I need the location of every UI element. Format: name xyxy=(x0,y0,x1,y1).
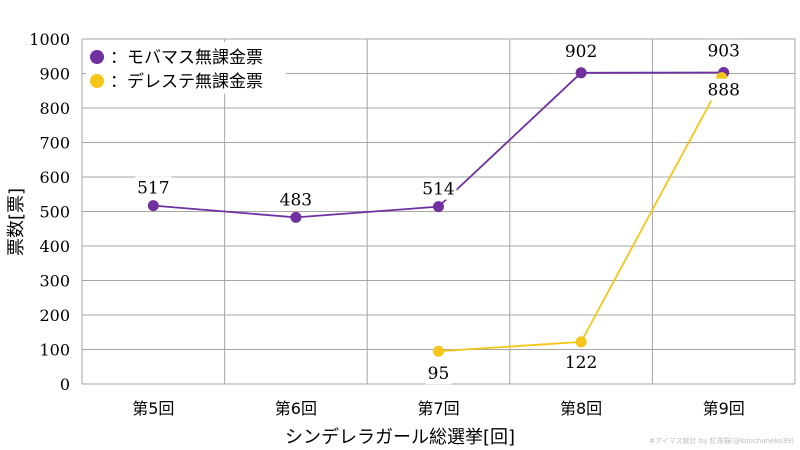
y-tick-label: 600 xyxy=(39,168,70,187)
y-tick-label: 500 xyxy=(39,203,70,222)
data-point xyxy=(575,336,587,348)
y-tick-label: 0 xyxy=(60,375,70,394)
data-label-bg xyxy=(705,39,742,62)
series-2: 95 122 888 xyxy=(425,72,742,385)
data-label: 483 xyxy=(280,190,312,210)
data-label: 888 xyxy=(707,81,739,101)
y-tick-label: 200 xyxy=(39,306,70,325)
y-axis-label: 票数[票] xyxy=(6,188,27,256)
legend: ：モバマス無課金票 ：デレステ無課金票 xyxy=(86,42,286,94)
series-line xyxy=(438,77,725,353)
data-point xyxy=(147,200,159,212)
x-tick-label: 第9回 xyxy=(703,399,745,418)
data-label: 517 xyxy=(137,179,169,199)
data-label-bg xyxy=(563,350,600,373)
series-layer: 517 483 514 902 903 95 122 888 xyxy=(135,39,742,385)
data-label-bg xyxy=(425,362,452,385)
legend-entry: ：モバマス無課金票 xyxy=(110,48,263,68)
x-tick-label: 第8回 xyxy=(560,399,602,418)
y-tick-label: 1000 xyxy=(29,30,70,49)
credit-text: #アイマス統計 by 紅茶猫(@kouchaneko39) xyxy=(649,437,794,445)
x-axis-label: シンデレラガール総選挙[回] xyxy=(285,427,515,448)
legend-entry: ：デレステ無課金票 xyxy=(110,71,263,92)
x-tick-label: 第7回 xyxy=(417,399,459,418)
x-tick-label: 第5回 xyxy=(132,399,174,418)
y-tick-label: 400 xyxy=(39,237,70,256)
y-tick-labels: 0 100 200 300 400 500 600 700 800 900 1000 xyxy=(29,30,70,394)
data-label-bg xyxy=(277,188,314,211)
data-label: 95 xyxy=(428,364,450,384)
legend-marker xyxy=(90,50,104,64)
data-label: 903 xyxy=(707,41,739,61)
y-tick-label: 100 xyxy=(39,341,70,360)
data-label-bg xyxy=(705,78,742,101)
x-tick-labels: 第5回 第6回 第7回 第8回 第9回 xyxy=(132,399,745,418)
legend-background xyxy=(86,42,286,94)
legend-marker xyxy=(90,74,104,88)
data-label: 122 xyxy=(565,353,597,373)
data-label: 902 xyxy=(565,42,597,62)
series-1: 517 483 514 902 903 xyxy=(135,39,742,223)
data-label-bg xyxy=(563,39,600,62)
y-tick-label: 900 xyxy=(39,65,70,84)
data-point xyxy=(575,67,587,79)
y-tick-label: 800 xyxy=(39,99,70,118)
y-tick-label: 300 xyxy=(39,272,70,291)
data-label: 514 xyxy=(422,180,454,200)
data-point xyxy=(433,345,444,357)
data-label-bg xyxy=(420,177,457,200)
x-tick-label: 第6回 xyxy=(275,399,317,418)
data-point xyxy=(433,201,444,213)
data-label-bg xyxy=(135,176,172,199)
data-point xyxy=(290,211,302,223)
y-tick-label: 700 xyxy=(39,134,70,153)
